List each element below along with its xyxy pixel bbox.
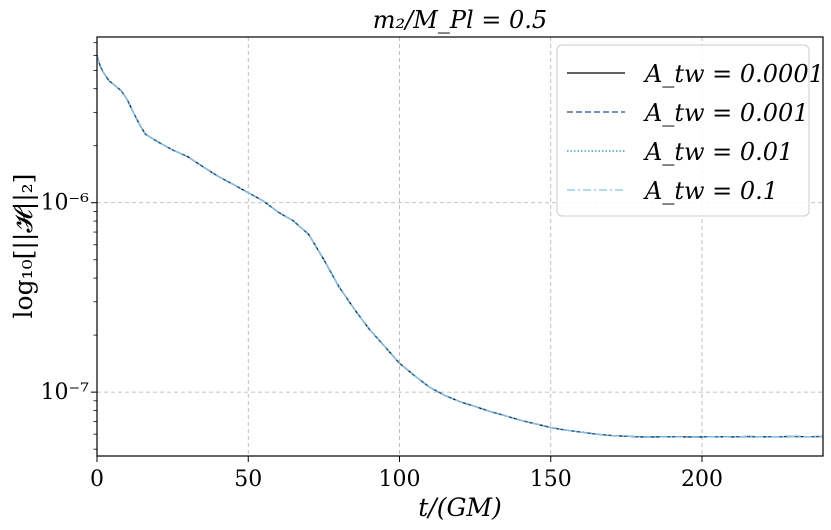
- plot-frame: [96, 36, 824, 457]
- legend-frame: [556, 44, 810, 217]
- legend-label: A_tw = 0.1: [643, 177, 778, 205]
- x-tick-label: 0: [90, 467, 104, 492]
- plot-lines: [96, 55, 824, 438]
- y-tick-label: 10⁻⁷: [41, 380, 90, 405]
- y-axis-label: log₁₀[||𝓗||₂]: [9, 174, 39, 319]
- chart-title: m₂/M_Pl = 0.5: [373, 6, 547, 34]
- x-tick-label: 50: [234, 467, 262, 492]
- legend: A_tw = 0.0001 A_tw = 0.001 A_tw = 0.01 A_tw…: [556, 44, 824, 217]
- x-tick-labels: 0 50 100 150 200: [90, 467, 723, 492]
- x-tick-label: 100: [379, 467, 421, 492]
- major-ticks: [91, 202, 703, 462]
- x-axis-label: t/(GM): [418, 493, 502, 522]
- x-tick-label: 200: [681, 467, 723, 492]
- legend-label: A_tw = 0.01: [643, 138, 793, 166]
- legend-label: A_tw = 0.0001: [643, 60, 824, 88]
- y-tick-label: 10⁻⁶: [41, 191, 90, 216]
- x-tick-label: 150: [530, 467, 572, 492]
- legend-label: A_tw = 0.001: [643, 99, 809, 127]
- series-line: [96, 55, 824, 438]
- y-tick-labels: 10⁻⁷ 10⁻⁶: [41, 191, 90, 405]
- series-line: [96, 55, 824, 438]
